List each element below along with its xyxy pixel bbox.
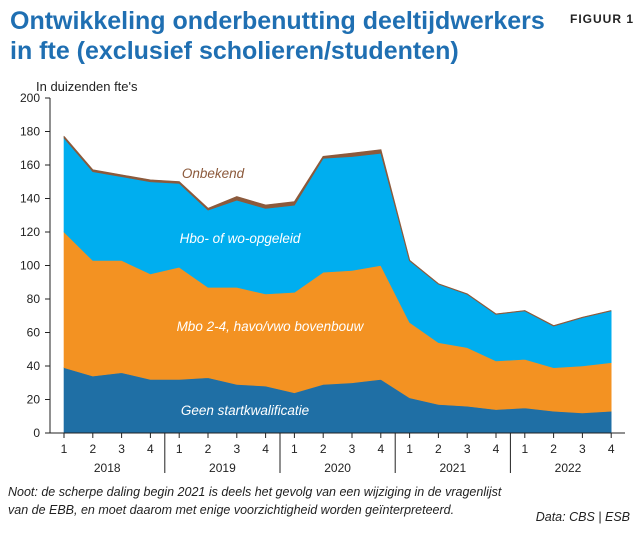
footnote: Noot: de scherpe daling begin 2021 is de… <box>8 485 502 517</box>
series-labels: Geen startkwalificatie Mbo 2-4, havo/vwo … <box>177 166 365 418</box>
stacked-area-chart: 0 20 40 60 80 100 120 140 160 180 200 1 2 3 4 1 2 3 4 1 2 3 4 1… <box>20 91 625 475</box>
series-label-mbo-havo-vwo: Mbo 2-4, havo/vwo bovenbouw <box>177 319 365 334</box>
y-tick-label: 60 <box>27 326 41 340</box>
total-outline <box>63 136 612 327</box>
series-label-onbekend: Onbekend <box>182 166 245 181</box>
x-year-label: 2022 <box>555 461 582 475</box>
x-tick-label: 2 <box>205 442 212 456</box>
x-tick-label: 2 <box>435 442 442 456</box>
x-tick-label: 4 <box>147 442 154 456</box>
y-tick-label: 180 <box>20 125 40 139</box>
x-tick-label: 3 <box>464 442 471 456</box>
x-tick-label: 1 <box>176 442 183 456</box>
x-tick-label: 2 <box>89 442 96 456</box>
y-tick-label: 20 <box>27 393 41 407</box>
y-tick-label: 200 <box>20 91 40 105</box>
x-tick-label: 2 <box>320 442 327 456</box>
x-tick-label: 1 <box>406 442 413 456</box>
data-source: Data: CBS | ESB <box>535 510 630 524</box>
x-tick-label: 3 <box>118 442 125 456</box>
x-tick-label: 1 <box>291 442 298 456</box>
x-tick-label: 3 <box>349 442 356 456</box>
y-tick-label: 140 <box>20 192 40 206</box>
x-tick-label: 4 <box>493 442 500 456</box>
x-year-label: 2021 <box>439 461 466 475</box>
chart-title: Ontwikkeling onderbenutting deeltijdwerk… <box>10 7 545 65</box>
figure-label: FIGUUR 1 <box>569 12 634 26</box>
y-tick-label: 40 <box>27 359 41 373</box>
axes: 0 20 40 60 80 100 120 140 160 180 200 1 2 3 4 1 2 3 4 1 2 3 4 1… <box>20 91 625 475</box>
y-tick-label: 80 <box>27 292 41 306</box>
x-tick-label: 4 <box>262 442 269 456</box>
x-tick-label: 2 <box>550 442 557 456</box>
y-tick-label: 120 <box>20 225 40 239</box>
y-tick-label: 0 <box>33 426 40 440</box>
x-year-label: 2019 <box>209 461 236 475</box>
area-layers <box>63 135 612 434</box>
y-tick-label: 100 <box>20 259 40 273</box>
x-year-label: 2020 <box>324 461 351 475</box>
series-label-geen-startkwalificatie: Geen startkwalificatie <box>181 403 309 418</box>
x-year-label: 2018 <box>94 461 121 475</box>
series-label-hbo-wo: Hbo- of wo-opgeleid <box>180 231 301 246</box>
x-tick-label: 1 <box>61 442 68 456</box>
x-tick-label: 3 <box>233 442 240 456</box>
y-tick-label: 160 <box>20 158 40 172</box>
x-tick-label: 4 <box>377 442 384 456</box>
x-tick-label: 4 <box>608 442 615 456</box>
y-axis-unit-label: In duizenden fte's <box>36 79 138 94</box>
x-tick-label: 3 <box>579 442 586 456</box>
x-tick-label: 1 <box>521 442 528 456</box>
